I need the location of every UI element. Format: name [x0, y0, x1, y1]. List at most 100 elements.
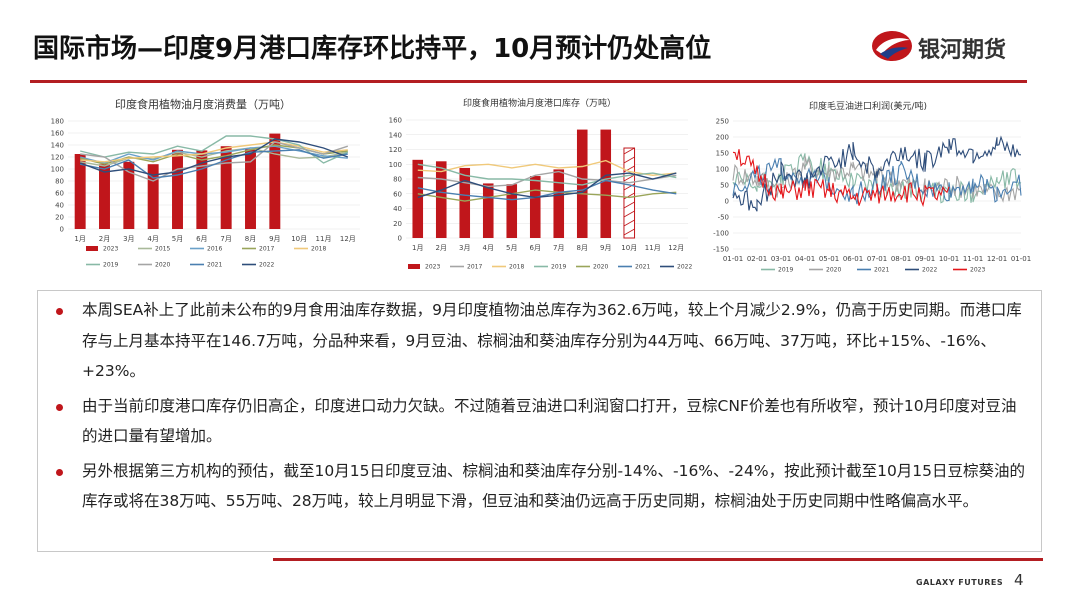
- bullet-dot-icon: [56, 308, 63, 315]
- x-tick-label: 8月: [245, 235, 256, 243]
- footer-divider: [273, 558, 1043, 561]
- bar: [269, 133, 281, 229]
- x-tick-label: 2月: [436, 244, 447, 252]
- list-item: 另外根据第三方机构的预估，截至10月15日印度豆油、棕榈油和葵油库存分别-14%…: [52, 456, 1027, 517]
- bullet-dot-icon: [56, 468, 63, 476]
- bar: [220, 146, 232, 229]
- x-tick-label: 2月: [99, 235, 110, 243]
- bar: [99, 164, 110, 229]
- x-tick-label: 10月: [621, 244, 637, 252]
- y-tick-label: 20: [55, 214, 64, 222]
- y-tick-label: 100: [716, 166, 729, 174]
- bar: [196, 150, 208, 229]
- bar-hatch: [623, 228, 635, 236]
- chart-title: 印度食用植物油月度消费量（万吨）: [115, 98, 291, 111]
- y-tick-label: 50: [720, 182, 729, 190]
- x-tick-label: 06-01: [843, 255, 863, 263]
- y-tick-label: -150: [713, 246, 729, 254]
- legend-label: 2023: [103, 246, 118, 253]
- x-tick-label: 4月: [147, 235, 158, 243]
- series-line: [417, 163, 677, 186]
- legend-label: 2020: [155, 262, 170, 269]
- x-tick-label: 1月: [74, 235, 85, 243]
- series-line: [417, 172, 677, 199]
- legend-label: 2022: [259, 262, 274, 269]
- x-tick-label: 05-01: [819, 255, 839, 263]
- y-tick-label: 250: [716, 118, 729, 126]
- bar: [600, 129, 612, 238]
- y-tick-label: 100: [51, 166, 64, 174]
- consumption-chart-svg: 180 160 140 120 100 80 60 40 20 0 1月 2月 3月 4月 5月 6月 7月 8月…: [51, 118, 360, 269]
- y-tick-label: 0: [60, 226, 64, 234]
- x-tick-label: 8月: [577, 244, 588, 252]
- y-tick-label: 40: [393, 205, 402, 213]
- bar: [435, 161, 447, 238]
- bar-hatch: [623, 147, 635, 155]
- bar: [74, 154, 86, 229]
- bar: [506, 184, 518, 238]
- y-tick-label: -100: [713, 230, 729, 238]
- x-tick-label: 10月: [291, 235, 307, 243]
- bar-hatch: [623, 210, 635, 218]
- legend-label: 2015: [155, 246, 170, 253]
- legend-label: 2020: [593, 264, 608, 271]
- chart-title: 印度毛豆油进口利润(美元/吨): [808, 102, 928, 112]
- bullet-list: 本周SEA补上了此前未公布的9月食用油库存数据，9月印度植物油总库存为362.6…: [37, 290, 1042, 552]
- bar-hatch: [623, 156, 635, 164]
- bar: [576, 129, 588, 238]
- import-profit-chart: 印度毛豆油进口利润(美元/吨) 250 200 150 100 50 0 -50 -100 -1…: [703, 88, 1033, 288]
- legend-label: 2019: [551, 264, 566, 271]
- x-tick-label: 11月: [316, 235, 332, 243]
- x-tick-label: 02-01: [747, 255, 767, 263]
- series-line: [79, 138, 349, 176]
- x-tick-label: 5月: [172, 235, 183, 243]
- footer-brand: GALAXY FUTURES: [916, 578, 1004, 587]
- legend-label: 2016: [207, 246, 222, 253]
- y-tick-label: 120: [389, 146, 402, 154]
- legend-swatch: [408, 264, 420, 269]
- x-tick-label: 6月: [530, 244, 541, 252]
- company-logo: 银河期货: [870, 28, 1050, 68]
- x-tick-label: 4月: [483, 244, 494, 252]
- y-tick-label: 80: [393, 176, 402, 184]
- y-tick-label: 80: [55, 178, 64, 186]
- x-tick-label: 04-01: [795, 255, 815, 263]
- y-tick-label: 150: [716, 150, 729, 158]
- legend-label: 2019: [103, 262, 118, 269]
- y-tick-label: 140: [51, 142, 64, 150]
- legend-label: 2021: [635, 264, 650, 271]
- bar: [529, 176, 541, 238]
- series-line: [417, 189, 677, 202]
- x-tick-label: 01-01: [723, 255, 743, 263]
- page-title: 国际市场—印度9月港口库存环比持平，10月预计仍处高位: [33, 34, 712, 64]
- legend-swatch: [86, 246, 98, 251]
- x-tick-label: 1月: [412, 244, 423, 252]
- legend-label: 2022: [677, 264, 692, 271]
- y-tick-label: -50: [718, 214, 729, 222]
- consumption-chart: 印度食用植物油月度消费量（万吨） 180 160 140 120 100 80 60 40 20…: [38, 88, 368, 288]
- x-tick-label: 12月: [340, 235, 356, 243]
- port-stock-chart-svg: 160 140 120 100 80 60 40 20 0 1月 2月 3月 4月 5月 6月 7月 8月 9月 1…: [389, 117, 693, 271]
- legend-label: 2019: [778, 267, 793, 274]
- bullet-text: 本周SEA补上了此前未公布的9月食用油库存数据，9月印度植物油总库存为362.6…: [82, 301, 1022, 380]
- bar-hatch: [623, 219, 635, 227]
- bar: [459, 167, 471, 238]
- y-tick-label: 100: [389, 161, 402, 169]
- y-tick-label: 140: [389, 131, 402, 139]
- bullet-text: 由于当前印度港口库存仍旧高企，印度进口动力欠缺。不过随着豆油进口利润窗口打开，豆…: [82, 396, 1017, 446]
- y-tick-label: 160: [389, 117, 402, 125]
- legend-label: 2020: [826, 267, 841, 274]
- x-tick-label: 3月: [459, 244, 470, 252]
- series-line: [417, 179, 677, 201]
- legend-label: 2021: [874, 267, 889, 274]
- series-line: [732, 149, 950, 208]
- legend-label: 2017: [467, 264, 482, 271]
- chart-title: 印度食用植物油月度港口库存（万吨）: [462, 99, 616, 109]
- logo-text: 银河期货: [918, 38, 1007, 63]
- bar-hatch: [623, 192, 635, 200]
- bar-hatch: [623, 165, 635, 173]
- bullet-text: 另外根据第三方机构的预估，截至10月15日印度豆油、棕榈油和葵油库存分别-14%…: [82, 461, 1026, 511]
- x-tick-label: 7月: [220, 235, 231, 243]
- y-tick-label: 40: [55, 202, 64, 210]
